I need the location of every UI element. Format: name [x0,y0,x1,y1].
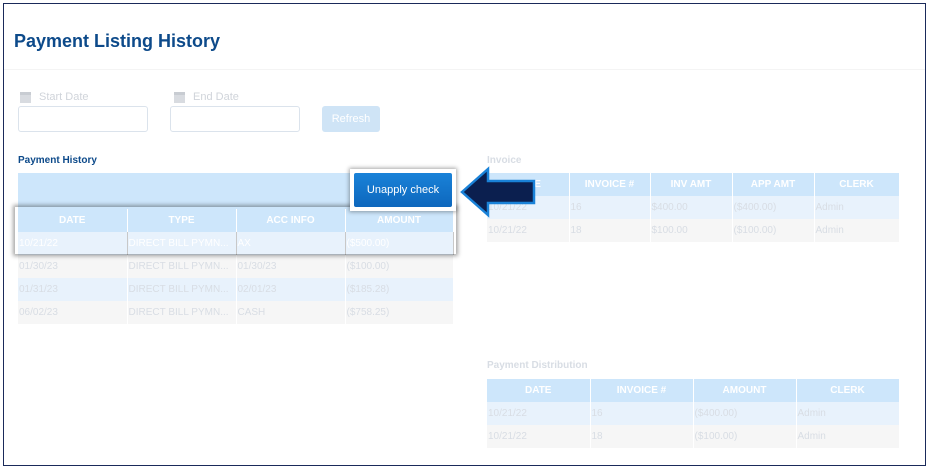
column-header[interactable]: APP AMT [732,173,815,196]
table-row[interactable]: 01/30/23 DIRECT BILL PYMN... 01/30/23 ($100… [18,255,454,278]
table-cell: Admin [796,425,900,448]
window-frame [3,3,926,466]
table-cell: 18 [569,219,651,242]
invoice-title: Invoice [487,155,522,166]
table-cell: 10/21/22 [487,425,591,448]
column-header[interactable]: DATE [18,209,128,232]
table-row[interactable]: 10/21/22 16 $400.00 ($400.00) Admin [487,196,900,219]
table-cell: 01/31/23 [18,278,128,301]
payment-distribution-table: DATE INVOICE # AMOUNT CLERK 10/21/22 16 ($400.… [487,379,900,448]
column-header[interactable]: TYPE [127,209,237,232]
table-cell: ($185.28) [345,278,454,301]
table-cell: ($400.00) [732,196,815,219]
table-cell: 01/30/23 [236,255,346,278]
column-header[interactable]: INVOICE # [590,379,694,402]
table-row[interactable]: 10/21/22 18 $100.00 ($100.00) Admin [487,219,900,242]
divider [4,69,925,70]
calendar-icon [20,91,31,103]
arrow-left-icon [460,166,536,218]
table-cell: ($100.00) [693,425,797,448]
refresh-button[interactable]: Refresh [322,106,380,132]
table-cell: 02/01/23 [236,278,346,301]
table-cell: DIRECT BILL PYMN... [127,232,237,255]
column-header[interactable]: CLERK [814,173,900,196]
column-header[interactable]: INV AMT [650,173,733,196]
table-row[interactable]: 10/21/22 16 ($400.00) Admin [487,402,900,425]
table-cell: $400.00 [650,196,733,219]
table-cell: AX [236,232,346,255]
calendar-icon [174,91,185,103]
table-cell: ($500.00) [345,232,454,255]
unapply-popup: Unapply check [350,169,456,211]
payment-distribution-title: Payment Distribution [487,360,588,371]
end-date-label: End Date [174,91,239,103]
column-header[interactable]: ACC INFO [236,209,346,232]
table-cell: 10/21/22 [18,232,128,255]
unapply-check-button[interactable]: Unapply check [354,173,452,207]
page-title: Payment Listing History [14,31,221,51]
table-cell: 01/30/23 [18,255,128,278]
table-cell: ($100.00) [345,255,454,278]
table-cell: $100.00 [650,219,733,242]
table-cell: ($100.00) [732,219,815,242]
table-cell: CASH [236,301,346,324]
payment-history-table: DATE TYPE ACC INFO AMOUNT 10/21/22 DIRECT BIL… [18,209,454,324]
table-cell: ($400.00) [693,402,797,425]
column-header[interactable]: INVOICE # [569,173,651,196]
start-date-label: Start Date [20,91,89,103]
column-header[interactable]: AMOUNT [345,209,454,232]
end-date-input[interactable] [170,106,300,132]
column-header[interactable]: CLERK [796,379,900,402]
table-cell: DIRECT BILL PYMN... [127,255,237,278]
column-header[interactable]: DATE [487,379,591,402]
table-cell: DIRECT BILL PYMN... [127,278,237,301]
table-cell: DIRECT BILL PYMN... [127,301,237,324]
table-cell: 10/21/22 [487,219,570,242]
table-row[interactable]: 06/02/23 DIRECT BILL PYMN... CASH ($758.25) [18,301,454,324]
table-cell: 16 [590,402,694,425]
table-cell: Admin [814,196,900,219]
table-cell: ($758.25) [345,301,454,324]
table-cell: 10/21/22 [487,402,591,425]
end-date-label-text: End Date [193,91,239,103]
table-row[interactable]: 01/31/23 DIRECT BILL PYMN... 02/01/23 ($185… [18,278,454,301]
start-date-input[interactable] [18,106,148,132]
column-header[interactable]: AMOUNT [693,379,797,402]
table-cell: Admin [796,402,900,425]
table-cell: Admin [814,219,900,242]
table-cell: 16 [569,196,651,219]
start-date-label-text: Start Date [39,91,89,103]
table-row[interactable]: 10/21/22 DIRECT BILL PYMN... AX ($500.00) [18,232,454,255]
table-cell: 06/02/23 [18,301,128,324]
table-cell: 18 [590,425,694,448]
payment-history-title: Payment History [18,155,97,166]
table-row[interactable]: 10/21/22 18 ($100.00) Admin [487,425,900,448]
